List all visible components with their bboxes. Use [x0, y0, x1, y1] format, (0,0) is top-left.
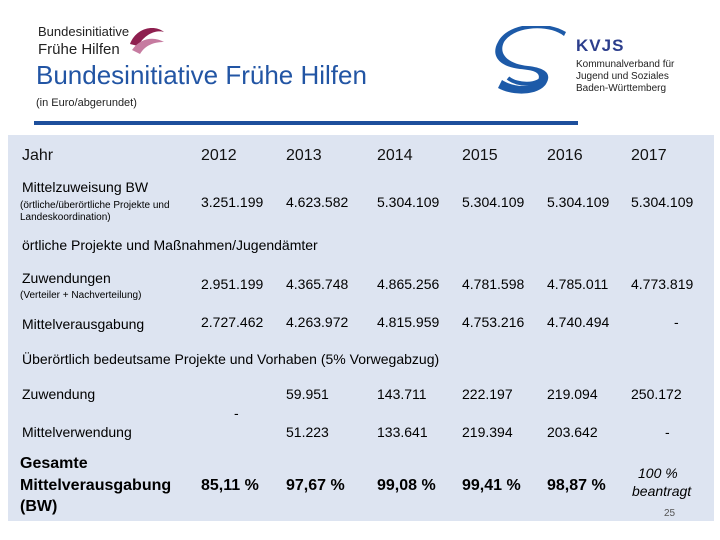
- cell-zuwendungen: 2.951.199: [201, 276, 264, 292]
- cell-zuwendung: 222.197: [462, 386, 513, 402]
- cell-zuwendungen: 4.781.598: [462, 276, 525, 292]
- page-subtitle: (in Euro/abgerundet): [36, 97, 137, 109]
- row-label-mittelzuweisung: Mittelzuweisung BW: [22, 179, 149, 195]
- cell-zuwendungen: 4.773.819: [631, 276, 694, 292]
- cell-zuwendungen: 4.865.256: [377, 276, 440, 292]
- section-ueberoertlich: Überörtlich bedeutsame Projekte und Vorh…: [22, 351, 440, 367]
- cell-gesamt: 98,87 %: [547, 477, 606, 494]
- header-year: 2013: [286, 147, 322, 164]
- cell-zuwendung: 250.172: [631, 386, 682, 402]
- row-label-gesamt-line2: Mittelverausgabung: [20, 477, 172, 494]
- cell-mittelverwendung: 219.394: [462, 424, 513, 440]
- section-oertlich: örtliche Projekte und Maßnahmen/Jugendäm…: [22, 237, 318, 253]
- cell-mittelzuweisung: 4.623.582: [286, 194, 349, 210]
- cell-gesamt: 97,67 %: [286, 477, 345, 494]
- logo-swoosh-icon: [130, 28, 164, 54]
- cell-mittelverwendung: -: [665, 424, 670, 440]
- gesamt-note-line2: beantragt: [632, 483, 692, 499]
- cell-zuwendung: 59.951: [286, 386, 329, 402]
- row-label-gesamt-line1: Gesamte: [20, 455, 88, 472]
- cell-zuwendung: 143.711: [377, 386, 427, 402]
- cell-mittelzuweisung: 3.251.199: [201, 194, 264, 210]
- kvjs-name: KVJS: [576, 36, 625, 55]
- row-sublabel-zuwendungen: (Verteiler + Nachverteilung): [20, 290, 142, 301]
- budget-table: [8, 135, 714, 521]
- cell-mittelzuweisung: 5.304.109: [462, 194, 525, 210]
- cell-mittelverausgabung: 4.753.216: [462, 314, 525, 330]
- header-year: 2017: [631, 147, 667, 164]
- logo-line1: Bundesinitiative: [38, 24, 130, 39]
- cell-mittelzuweisung: 5.304.109: [377, 194, 440, 210]
- cell-mittelverausgabung: -: [674, 314, 679, 330]
- header-jahr: Jahr: [22, 147, 54, 164]
- row-label-mittelverwendung: Mittelverwendung: [22, 424, 132, 440]
- header-year: 2016: [547, 147, 583, 164]
- header-year: 2015: [462, 147, 498, 164]
- cell-gesamt: 85,11 %: [201, 477, 259, 494]
- cell-mittelverausgabung: 4.263.972: [286, 314, 349, 330]
- row-label-mittelverausgabung: Mittelverausgabung: [22, 316, 145, 332]
- page-title: Bundesinitiative Frühe Hilfen: [36, 60, 367, 90]
- cell-mittelverausgabung: 4.815.959: [377, 314, 440, 330]
- cell-zuwendung: 219.094: [547, 386, 598, 402]
- gesamt-note-line1: 100 %: [638, 465, 678, 481]
- kvjs-line2: Jugend und Soziales: [576, 71, 669, 82]
- cell-mittelzuweisung: 5.304.109: [631, 194, 694, 210]
- bundesinitiative-logo: Bundesinitiative Frühe Hilfen: [28, 20, 168, 66]
- page-number: 25: [664, 508, 676, 519]
- cell-mittelverwendung: 51.223: [286, 424, 329, 440]
- header-year: 2012: [201, 147, 237, 164]
- row-label-gesamt-line3: (BW): [20, 498, 58, 515]
- title-divider: [34, 121, 578, 125]
- logo-line2: Frühe Hilfen: [38, 41, 120, 58]
- cell-mittelverwendung: 203.642: [547, 424, 598, 440]
- cell-zuwendungen: 4.365.748: [286, 276, 349, 292]
- kvjs-line1: Kommunalverband für: [576, 59, 675, 70]
- cell-gesamt: 99,41 %: [462, 477, 521, 494]
- header-year: 2014: [377, 147, 413, 164]
- kvjs-line3: Baden-Württemberg: [576, 83, 667, 94]
- cell-mittelverwendung: 133.641: [377, 424, 428, 440]
- kvjs-emblem-icon: [495, 26, 566, 94]
- cell-mittelzuweisung: 5.304.109: [547, 194, 610, 210]
- row-label-zuwendungen: Zuwendungen: [22, 270, 111, 286]
- row-label-zuwendung: Zuwendung: [22, 386, 96, 402]
- row-sublabel-mittelzuweisung: (örtliche/überörtliche Projekte und Land…: [20, 200, 170, 223]
- cell-zuwendungen: 4.785.011: [547, 276, 609, 292]
- cell-gesamt: 99,08 %: [377, 477, 436, 494]
- cell-merged-2012: -: [234, 405, 239, 421]
- cell-mittelverausgabung: 2.727.462: [201, 314, 264, 330]
- cell-mittelverausgabung: 4.740.494: [547, 314, 610, 330]
- kvjs-logo: KVJS Kommunalverband für Jugend und Sozi…: [494, 20, 704, 110]
